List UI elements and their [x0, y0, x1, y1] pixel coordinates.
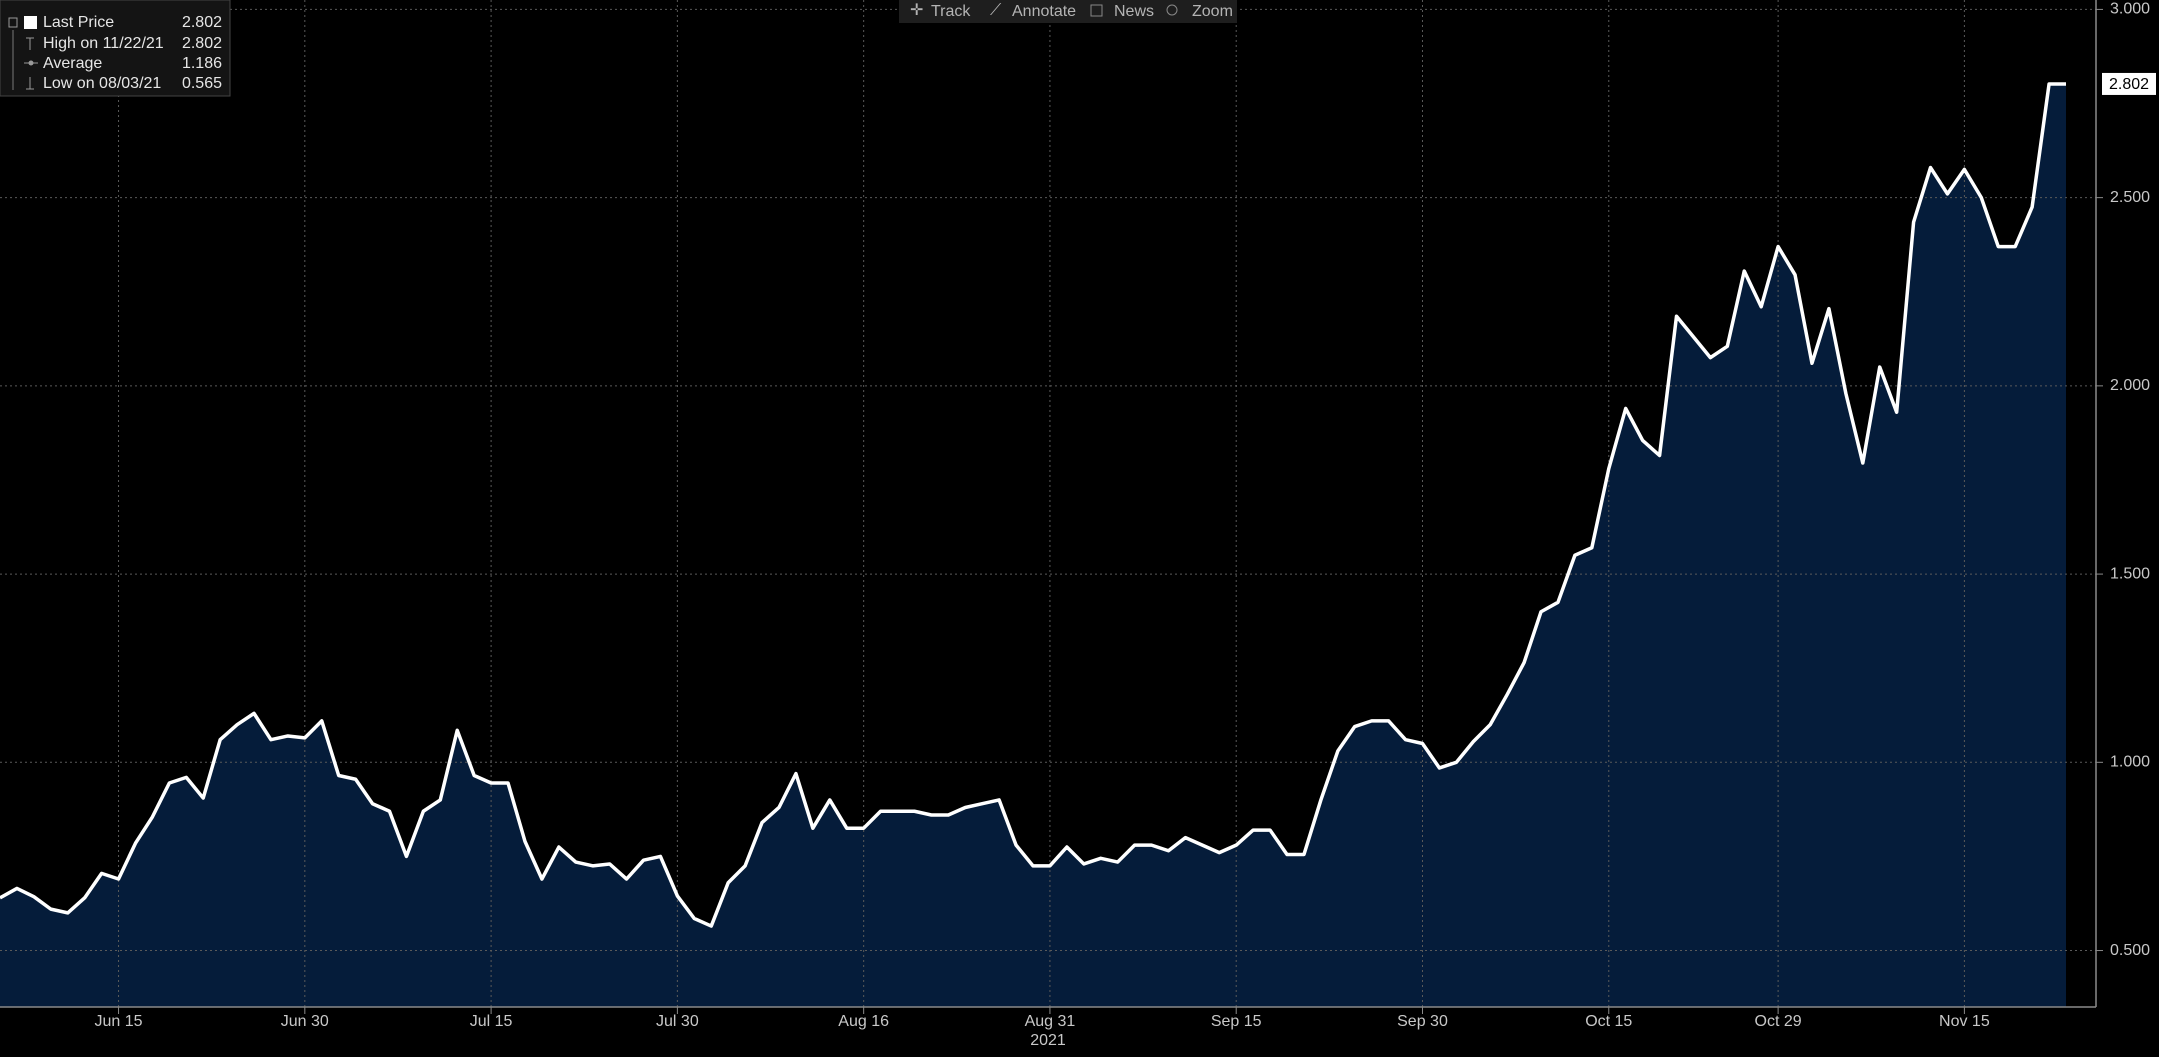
y-tick-label: 2.000	[2110, 377, 2150, 394]
news-icon	[1090, 4, 1103, 17]
x-tick-label: Sep 15	[1211, 1013, 1262, 1030]
y-tick-label: 0.500	[2110, 942, 2150, 959]
legend-stat-value: 1.186	[182, 55, 222, 72]
last-value-tag	[2102, 72, 2156, 95]
toolbar-zoom[interactable]: Zoom	[1192, 3, 1233, 20]
x-tick-label: Oct 15	[1585, 1013, 1632, 1030]
toolbar-background	[899, 0, 1237, 23]
track-icon: ✛	[910, 2, 923, 19]
y-tick-label: 3.000	[2110, 1, 2150, 18]
x-axis-year: 2021	[1030, 1032, 1066, 1049]
legend-stat-value: 2.802	[182, 35, 222, 52]
annotate-icon: ⟋	[990, 2, 1002, 19]
legend-background	[0, 0, 231, 97]
toolbar-track[interactable]: Track	[931, 3, 971, 20]
price-line	[0, 82, 2066, 928]
y-tick-label: 1.500	[2110, 565, 2150, 582]
legend-stat-label: Average	[43, 55, 102, 72]
x-tick-label: Aug 31	[1025, 1013, 1076, 1030]
legend-swatch	[24, 16, 37, 29]
y-tick-label: 1.000	[2110, 754, 2150, 771]
last-value-label: 2.802	[2109, 76, 2149, 93]
legend-average-icon	[28, 60, 34, 66]
x-tick-label: Sep 30	[1397, 1013, 1448, 1030]
legend: Last Price 2.802 High on 11/22/21 2.802 Av…	[0, 0, 231, 97]
x-tick-label: Aug 16	[838, 1013, 889, 1030]
x-tick-label: Oct 29	[1755, 1013, 1802, 1030]
legend-collapse-icon	[8, 17, 18, 28]
toolbar-annotate[interactable]: Annotate	[1012, 3, 1076, 20]
toolbar: ✛ ⟋ Track Annotate News Zoom	[899, 0, 1237, 23]
toolbar-news[interactable]: News	[1114, 3, 1154, 20]
x-tick-label: Jun 15	[95, 1013, 143, 1030]
y-tick-label: 2.500	[2110, 189, 2150, 206]
area-fill	[0, 83, 2066, 1007]
legend-stat-label: High on 11/22/21	[43, 35, 164, 52]
plot-area	[0, 0, 2096, 1007]
x-tick-label: Nov 15	[1939, 1013, 1990, 1030]
legend-stat-label: Low on 08/03/21	[43, 75, 161, 92]
legend-last-value: 2.802	[182, 14, 222, 31]
x-tick-label: Jul 15	[470, 1013, 513, 1030]
x-tick-label: Jun 30	[281, 1013, 329, 1030]
x-tick-label: Jul 30	[656, 1013, 699, 1030]
zoom-icon	[1166, 4, 1178, 16]
legend-stat-value: 0.565	[182, 75, 222, 92]
legend-series-name: Last Price	[43, 14, 114, 31]
